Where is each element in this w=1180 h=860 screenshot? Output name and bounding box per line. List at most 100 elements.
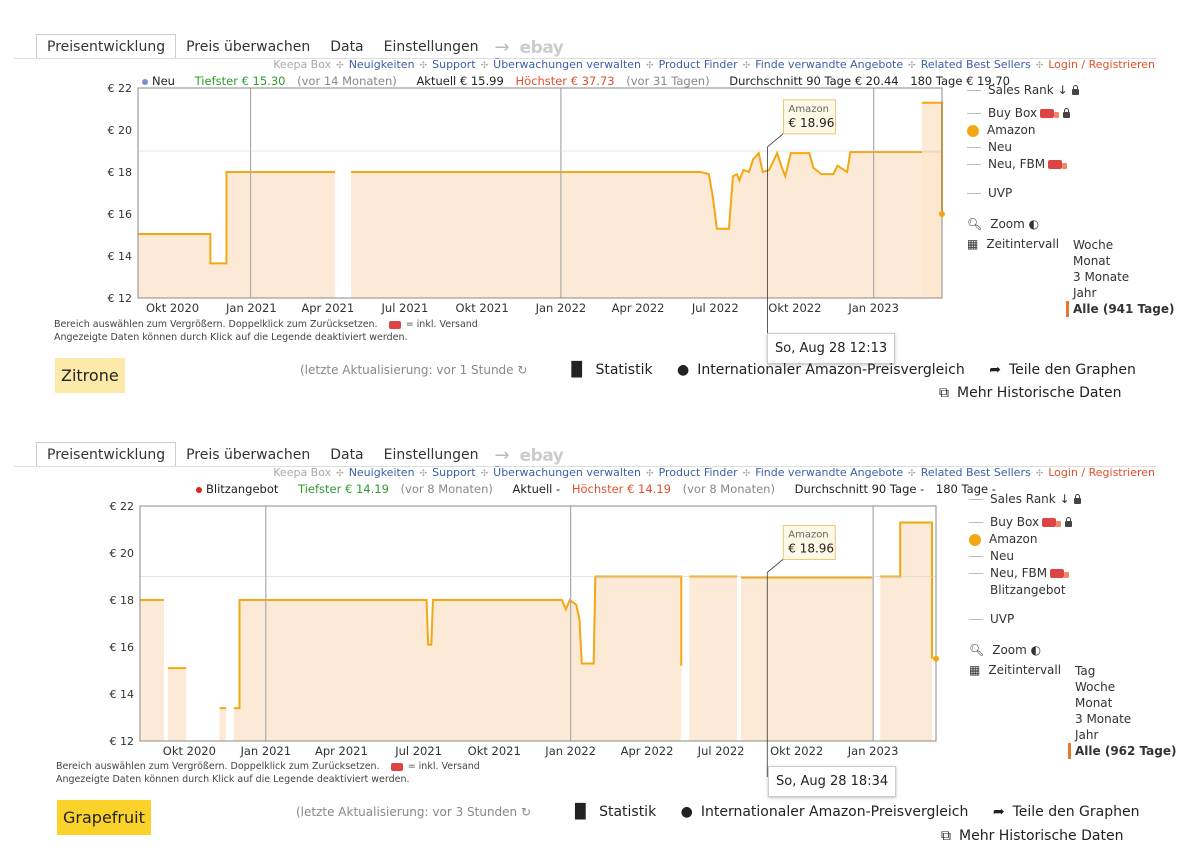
- current-price: Aktuell -: [512, 482, 561, 496]
- refresh-icon[interactable]: ↻: [517, 363, 528, 377]
- legend: Sales Rank ↓ Buy Box Amazon Neu Neu, FBM…: [967, 82, 1079, 202]
- tab-einstellungen[interactable]: Einstellungen: [383, 39, 479, 55]
- zoom-toggle[interactable]: 🔍︎ Zoom ◐: [969, 640, 1061, 660]
- tooltip-pointer: [767, 131, 786, 148]
- zoom-toggle[interactable]: 🔍︎ Zoom ◐: [967, 214, 1059, 234]
- share-button[interactable]: ➦ Teile den Graphen: [992, 804, 1140, 820]
- tab-preis-ueberwachen[interactable]: Preis überwachen: [186, 39, 311, 55]
- legend-sales-rank[interactable]: Sales Rank ↓: [969, 491, 1081, 508]
- avg-180: 180 Tage -: [935, 482, 996, 496]
- interval-option[interactable]: Woche: [1073, 238, 1114, 252]
- more-data-button[interactable]: ⧉ Mehr Historische Daten: [939, 385, 1122, 401]
- interval-option[interactable]: Monat: [1073, 254, 1111, 268]
- legend-blitz[interactable]: Blitzangebot: [969, 582, 1081, 599]
- x-tick-label: Okt 2020: [163, 744, 216, 758]
- ebay-logo[interactable]: ebay: [519, 38, 564, 58]
- interval-label: ▦ Zeitintervall: [967, 234, 1059, 254]
- legend-uvp[interactable]: UVP: [967, 185, 1079, 202]
- price-compare-button[interactable]: ● Internationaler Amazon-Preisvergleich: [677, 362, 965, 378]
- legend-fbm[interactable]: Neu, FBM: [969, 565, 1081, 582]
- arrow-icon: →: [494, 445, 510, 466]
- price-line: [233, 575, 683, 710]
- related-offers-link[interactable]: Finde verwandte Angebote: [755, 58, 904, 71]
- related-offers-link[interactable]: Finde verwandte Angebote: [755, 466, 904, 479]
- interval-option[interactable]: Jahr: [1075, 728, 1099, 742]
- chart-hint: Bereich auswählen zum Vergrößern. Doppel…: [54, 319, 478, 343]
- login-link[interactable]: Login / Registrieren: [1048, 58, 1155, 71]
- calendar-icon: ▦: [969, 663, 981, 677]
- tab-data[interactable]: Data: [330, 39, 364, 55]
- finder-link[interactable]: Product Finder: [658, 58, 738, 71]
- price-area: [138, 172, 335, 298]
- interval-option[interactable]: 3 Monate: [1073, 270, 1130, 284]
- x-tick-label: Jul 2022: [697, 744, 745, 758]
- series-label[interactable]: Blitzangebot: [196, 482, 286, 496]
- price-chart[interactable]: € 22 € 20 € 18 € 16 € 14 € 12 Okt 2020 Jan 2021…: [0, 82, 945, 346]
- legend-buy-box[interactable]: Buy Box: [967, 105, 1079, 122]
- y-tick-label: € 16: [108, 208, 133, 221]
- interval-option[interactable]: Tag: [1075, 664, 1096, 678]
- legend-neu[interactable]: Neu: [967, 139, 1079, 156]
- legend-fbm[interactable]: Neu, FBM: [967, 156, 1079, 173]
- keepa-box-link[interactable]: Keepa Box: [273, 58, 332, 71]
- statistik-button[interactable]: ▐▌ Statistik: [565, 362, 653, 378]
- refresh-icon[interactable]: ↻: [521, 805, 532, 819]
- related-best-link[interactable]: Related Best Sellers: [920, 466, 1031, 479]
- tab-preisentwicklung[interactable]: Preisentwicklung: [36, 442, 177, 466]
- x-tick-label: Okt 2020: [146, 301, 199, 315]
- manage-link[interactable]: Überwachungen verwalten: [493, 466, 642, 479]
- chart-svg: € 22 € 20 € 18 € 16 € 14 € 12 Okt 2020 Jan 2021…: [110, 500, 939, 777]
- lowest-price: Tiefster € 15.30 (vor 14 Monaten): [194, 74, 397, 88]
- lock-icon: [1073, 493, 1081, 504]
- interval-option[interactable]: Woche: [1075, 680, 1116, 694]
- legend-amazon[interactable]: Amazon: [969, 531, 1081, 548]
- interval-label: ▦ Zeitintervall: [969, 660, 1061, 680]
- hover-date: So, Aug 28 12:13: [767, 333, 896, 364]
- tab-divider: [14, 466, 1156, 467]
- interval-option[interactable]: Jahr: [1073, 286, 1097, 300]
- x-tick-label: Okt 2021: [456, 301, 509, 315]
- interval-selected[interactable]: Alle (941 Tage): [1066, 301, 1175, 317]
- keepa-box-link[interactable]: Keepa Box: [273, 466, 332, 479]
- price-area: [689, 576, 737, 741]
- share-button[interactable]: ➦ Teile den Graphen: [989, 362, 1136, 378]
- toggle-icon: ◐: [1028, 217, 1040, 231]
- interval-option[interactable]: 3 Monate: [1075, 712, 1132, 726]
- x-tick-label: Okt 2022: [768, 301, 821, 315]
- price-chart[interactable]: € 22 € 20 € 18 € 16 € 14 € 12 Okt 2020 Jan 2021…: [0, 500, 945, 777]
- tab-preisentwicklung[interactable]: Preisentwicklung: [36, 34, 177, 58]
- current-point: [933, 655, 939, 662]
- y-tick-label: € 18: [108, 166, 133, 179]
- finder-link[interactable]: Product Finder: [658, 466, 738, 479]
- tooltip-box: [782, 524, 836, 560]
- news-link[interactable]: Neuigkeiten: [348, 58, 415, 71]
- tab-einstellungen[interactable]: Einstellungen: [383, 447, 479, 463]
- ebay-logo[interactable]: ebay: [519, 446, 564, 466]
- x-tick-label: Apr 2021: [315, 744, 368, 758]
- manage-link[interactable]: Überwachungen verwalten: [493, 58, 642, 71]
- tools: 🔍︎ Zoom ◐ ▦ Zeitintervall: [967, 214, 1059, 254]
- tab-preis-ueberwachen[interactable]: Preis überwachen: [186, 447, 311, 463]
- login-link[interactable]: Login / Registrieren: [1048, 466, 1155, 479]
- interval-selected[interactable]: Alle (962 Tage): [1068, 743, 1177, 759]
- more-data-button[interactable]: ⧉ Mehr Historische Daten: [941, 828, 1124, 844]
- legend-neu[interactable]: Neu: [969, 548, 1081, 565]
- series-label[interactable]: Neu: [142, 74, 183, 88]
- legend-amazon[interactable]: Amazon: [967, 122, 1079, 139]
- statistik-button[interactable]: ▐▌ Statistik: [569, 804, 657, 820]
- truck-icon: [1040, 109, 1060, 118]
- interval-option[interactable]: Monat: [1075, 696, 1113, 710]
- support-link[interactable]: Support: [432, 58, 476, 71]
- related-best-link[interactable]: Related Best Sellers: [920, 58, 1031, 71]
- last-update: (letzte Aktualisierung: vor 3 Stunden ↻: [296, 805, 532, 819]
- legend-buy-box[interactable]: Buy Box: [969, 514, 1081, 531]
- x-tick-label: Apr 2021: [301, 301, 354, 315]
- support-link[interactable]: Support: [432, 466, 476, 479]
- news-link[interactable]: Neuigkeiten: [348, 466, 415, 479]
- y-tick-label: € 22: [110, 500, 135, 513]
- tab-data[interactable]: Data: [330, 447, 364, 463]
- legend-sales-rank[interactable]: Sales Rank ↓: [967, 82, 1079, 99]
- legend-uvp[interactable]: UVP: [969, 611, 1081, 628]
- price-compare-button[interactable]: ● Internationaler Amazon-Preisvergleich: [680, 804, 969, 820]
- toggle-icon: ◐: [1030, 643, 1042, 657]
